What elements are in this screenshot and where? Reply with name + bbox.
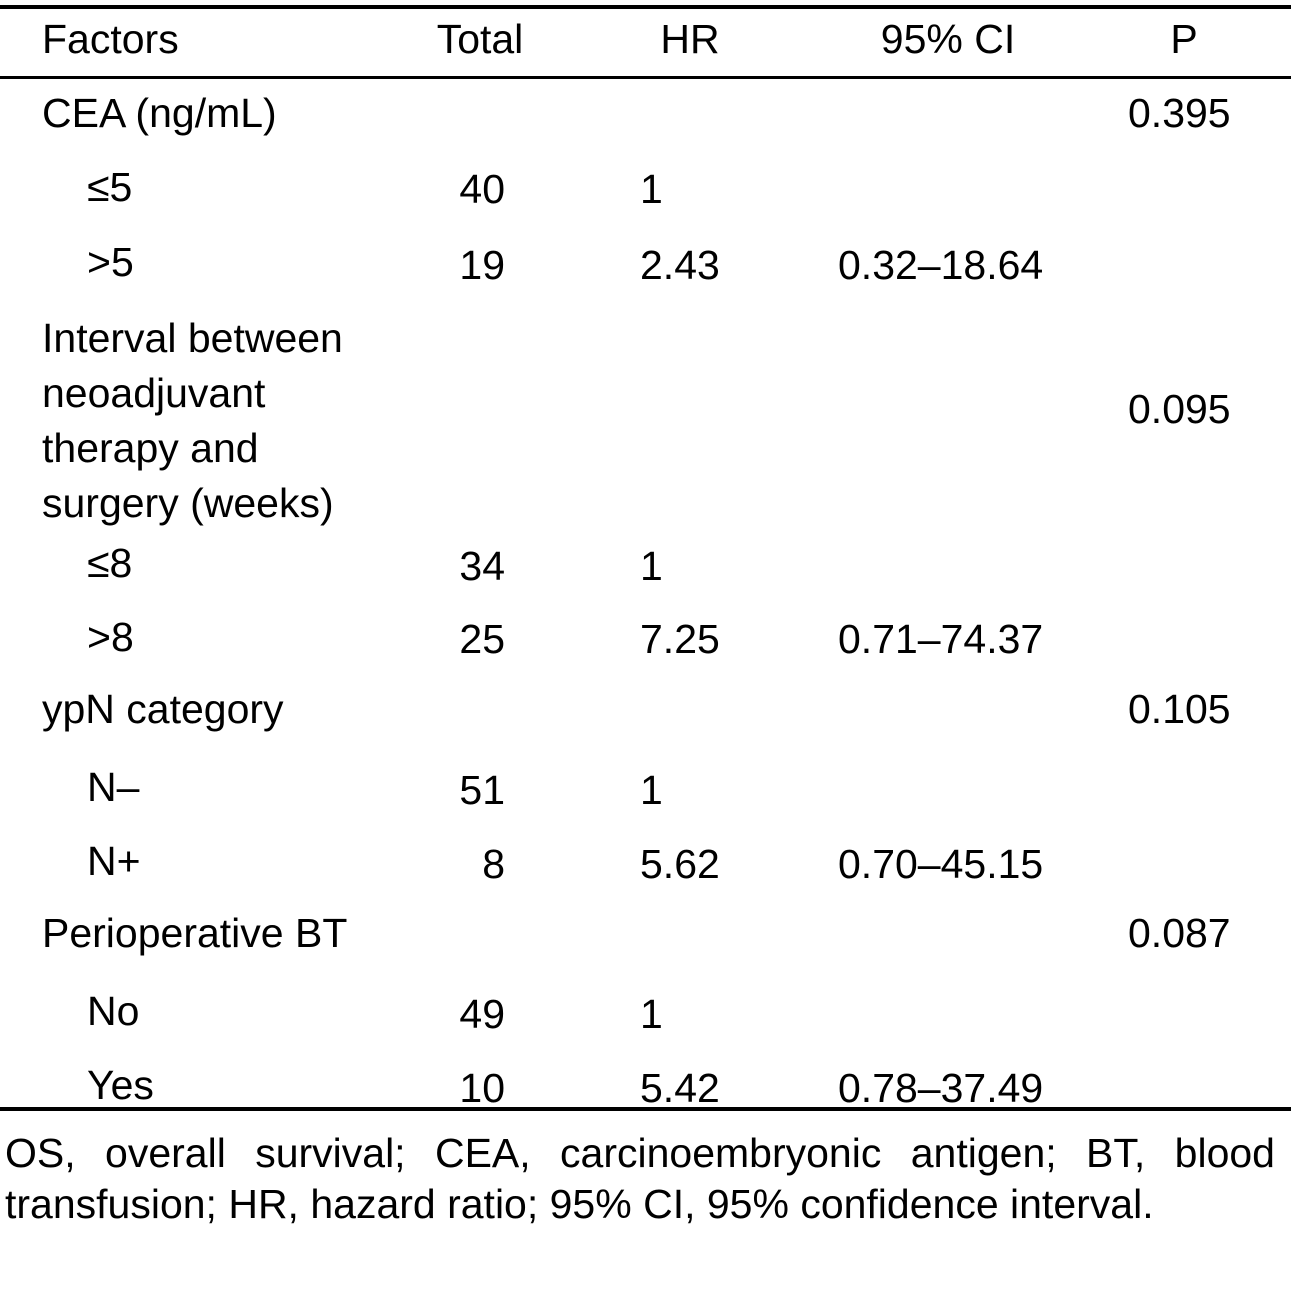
factor-interval-line: Interval between — [42, 315, 343, 361]
factor-cea: CEA (ng/mL) — [42, 90, 277, 136]
header-total: Total — [436, 16, 524, 62]
level-label: >8 — [87, 614, 134, 660]
header-factors: Factors — [42, 16, 179, 62]
total-value: 51 — [459, 767, 505, 813]
total-value: 34 — [459, 543, 505, 589]
level-label: ≤8 — [87, 540, 133, 586]
hr-value: 1 — [640, 991, 663, 1037]
factor-interval-line: therapy and — [42, 425, 259, 471]
total-value: 25 — [459, 616, 505, 662]
total-value: 19 — [459, 242, 505, 288]
level-label: No — [87, 988, 140, 1034]
hr-value: 5.42 — [640, 1065, 720, 1111]
hr-value: 1 — [640, 767, 663, 813]
total-value: 8 — [482, 841, 505, 887]
factor-interval-line: neoadjuvant — [42, 370, 266, 416]
hr-value: 1 — [640, 166, 663, 212]
header-p: P — [1170, 16, 1198, 62]
hr-value: 7.25 — [640, 616, 720, 662]
level-label: Yes — [87, 1062, 154, 1108]
factor-perioperative-bt: Perioperative BT — [42, 910, 348, 956]
p-value-interval: 0.095 — [1128, 386, 1231, 432]
total-value: 10 — [459, 1065, 505, 1111]
header-ci: 95% CI — [880, 16, 1016, 62]
factor-ypn: ypN category — [42, 686, 284, 732]
factor-interval-line: surgery (weeks) — [42, 480, 334, 526]
factor-interval: Interval between neoadjuvant therapy and… — [42, 311, 343, 531]
hr-value: 2.43 — [640, 242, 720, 288]
p-value-ypn: 0.105 — [1128, 686, 1231, 732]
ci-value: 0.78–37.49 — [838, 1065, 1044, 1111]
table-footnote: OS, overall survival; CEA, carcinoembryo… — [5, 1130, 1275, 1227]
level-label: N– — [87, 764, 140, 810]
hr-value: 1 — [640, 543, 663, 589]
p-value-perioperative-bt: 0.087 — [1128, 910, 1231, 956]
total-value: 49 — [459, 991, 505, 1037]
header-hr: HR — [660, 16, 720, 62]
hr-value: 5.62 — [640, 841, 720, 887]
p-value-cea: 0.395 — [1128, 90, 1231, 136]
ci-value: 0.70–45.15 — [838, 841, 1044, 887]
level-label: N+ — [87, 838, 141, 884]
total-value: 40 — [459, 166, 505, 212]
ci-value: 0.32–18.64 — [838, 242, 1044, 288]
level-label: ≤5 — [87, 164, 133, 210]
table-top-rule — [0, 5, 1291, 9]
table-header-rule — [0, 76, 1291, 79]
level-label: >5 — [87, 239, 134, 285]
table-bottom-rule — [0, 1107, 1291, 1111]
ci-value: 0.71–74.37 — [838, 616, 1044, 662]
